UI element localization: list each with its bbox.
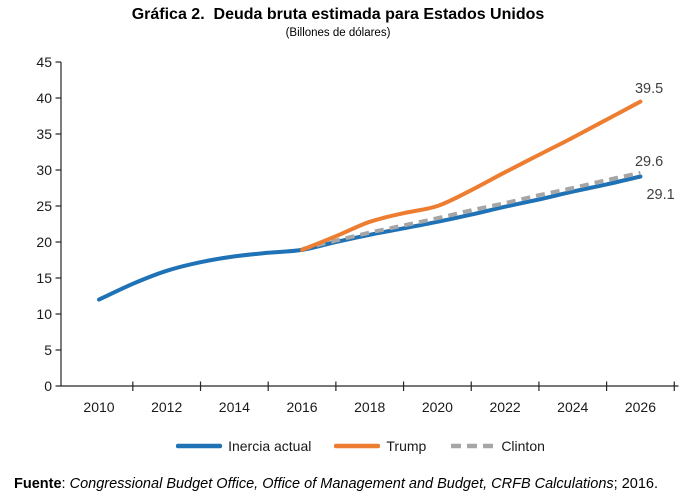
y-tick-label: 35 (36, 126, 52, 142)
legend-line-swatch (176, 443, 223, 449)
legend-line-swatch (451, 443, 494, 449)
legend-item-inercia-actual: Inercia actual (176, 438, 311, 454)
source-separator: : (61, 476, 70, 492)
x-tick-label: 2012 (151, 399, 182, 415)
source-note: Fuente: Congressional Budget Office, Off… (14, 476, 699, 492)
source-text: Congressional Budget Office, Office of M… (69, 476, 614, 492)
x-tick-label: 2026 (625, 399, 656, 415)
x-tick-label: 2020 (422, 399, 453, 415)
legend-label: Clinton (501, 438, 545, 454)
y-tick-label: 20 (36, 234, 52, 250)
y-tick-label: 5 (44, 342, 52, 358)
axes (60, 62, 679, 387)
y-tick-label: 30 (36, 162, 52, 178)
series-line-inercia-actual (97, 174, 643, 302)
legend-item-clinton: Clinton (449, 438, 545, 454)
legend-line-swatch (334, 443, 381, 449)
source-label: Fuente (14, 476, 62, 492)
data-label-trump: 39.5 (635, 81, 663, 97)
legend-item-trump: Trump (334, 438, 426, 454)
chart-legend: Inercia actual Trump Clinton (11, 438, 699, 454)
series-line-trump (300, 99, 643, 252)
source-year: ; 2016. (613, 476, 658, 492)
x-tick-label: 2024 (557, 399, 588, 415)
data-label-inercia-actual: 29.1 (646, 187, 674, 203)
x-axis-ticks: 2010 2012 2014 2016 2018 2020 2022 2024 2026 (83, 381, 675, 415)
series-line-clinton (301, 170, 641, 252)
data-label-clinton: 29.6 (635, 154, 663, 170)
x-tick-label: 2022 (490, 399, 521, 415)
chart-subtitle: (Billones de dólares) (285, 27, 391, 39)
y-tick-label: 25 (36, 198, 52, 214)
x-tick-label: 2016 (286, 399, 317, 415)
y-tick-label: 15 (36, 270, 52, 286)
chart-title: Gráfica 2. Deuda bruta estimada para Est… (131, 6, 545, 23)
x-tick-label: 2010 (83, 399, 114, 415)
y-tick-label: 40 (36, 90, 52, 106)
y-axis-ticks: 0 5 10 15 20 25 30 35 40 45 (36, 54, 61, 394)
x-tick-label: 2018 (354, 399, 385, 415)
x-tick-label: 2014 (219, 399, 250, 415)
legend-label: Inercia actual (228, 438, 312, 454)
y-tick-label: 0 (44, 378, 52, 394)
y-tick-label: 10 (36, 306, 52, 322)
y-tick-label: 45 (36, 54, 52, 70)
legend-label: Trump (386, 438, 427, 454)
